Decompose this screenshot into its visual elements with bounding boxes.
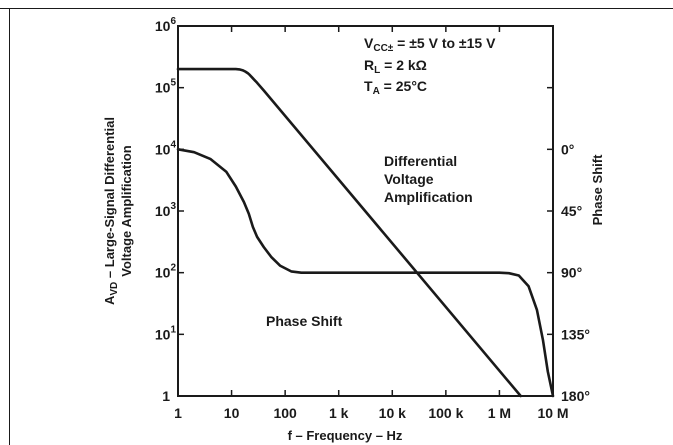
y-tick-label-6: 1 — [162, 388, 170, 404]
y2-tick-label-0: 0° — [561, 141, 574, 157]
condition-ta: TA = 25°C — [364, 78, 427, 97]
y-axis-title-line1: AVD – Large-Signal Differential — [102, 117, 120, 305]
y-tick-label-1: 105 — [155, 78, 177, 96]
x-tick-label-1: 10 — [224, 405, 240, 421]
label-diff-line3: Amplification — [384, 189, 473, 205]
series-line-1 — [176, 148, 555, 398]
x-tick-label-2: 100 — [273, 405, 297, 421]
label-phase-shift: Phase Shift — [266, 313, 343, 329]
y-tick-label-2: 104 — [155, 139, 177, 157]
condition-vcc: VCC± = ±5 V to ±15 V — [364, 35, 496, 54]
y-tick-label-0: 106 — [155, 16, 177, 34]
condition-rl: RL = 2 kΩ — [364, 57, 427, 76]
x-tick-label-6: 1 M — [488, 405, 511, 421]
x-tick-label-5: 100 k — [428, 405, 463, 421]
x-tick-label-4: 10 k — [379, 405, 406, 421]
x-axis-title: f – Frequency – Hz — [288, 428, 403, 443]
frame-top-border — [0, 8, 673, 9]
label-diff-line1: Differential — [384, 153, 457, 169]
y2-axis-title: Phase Shift — [590, 154, 605, 225]
x-tick-label-0: 1 — [174, 405, 182, 421]
y-tick-label-5: 101 — [155, 324, 177, 342]
y-tick-labels: 106 105 104 103 102 101 1 — [155, 16, 177, 404]
x-tick-labels: 1 10 100 1 k 10 k 100 k 1 M 10 M — [174, 405, 568, 421]
y2-tick-label-4: 180° — [561, 388, 590, 404]
frame-left-border — [9, 8, 10, 445]
series-lines — [176, 67, 555, 398]
conditions-box-bg — [356, 32, 542, 102]
series-line-0 — [176, 67, 523, 398]
y2-tick-label-2: 90° — [561, 265, 582, 281]
y2-tick-label-3: 135° — [561, 326, 590, 342]
y-axis-title-line2: Voltage Amplification — [119, 145, 134, 277]
y2-tick-labels: 0° 45° 90° 135° 180° — [561, 141, 590, 404]
y-tick-label-4: 102 — [155, 263, 177, 281]
y-tick-label-3: 103 — [155, 201, 177, 219]
y2-tick-label-1: 45° — [561, 203, 582, 219]
x-tick-label-7: 10 M — [537, 405, 568, 421]
x-tick-label-3: 1 k — [329, 405, 349, 421]
label-diff-line2: Voltage — [384, 171, 434, 187]
